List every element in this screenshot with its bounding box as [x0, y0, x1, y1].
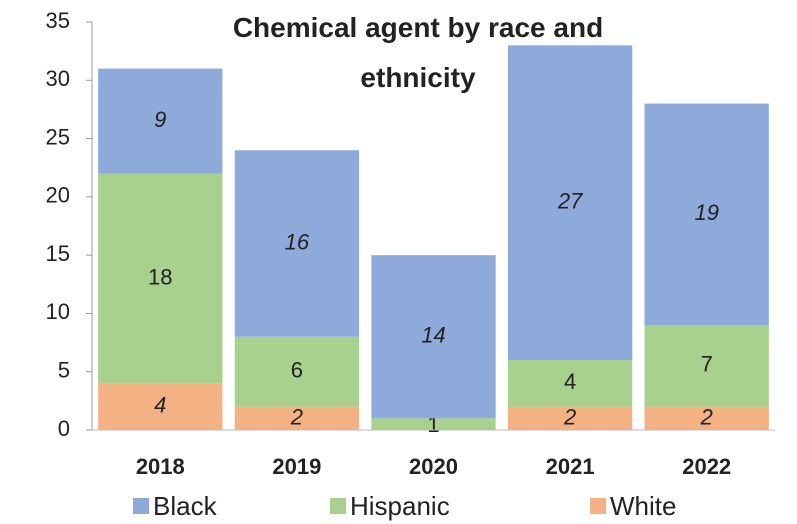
y-tick-label: 35 — [46, 8, 70, 33]
y-tick-label: 5 — [58, 358, 70, 383]
x-tick-label: 2019 — [272, 454, 321, 479]
bar-segment — [234, 406, 360, 430]
bar-segment — [98, 173, 223, 384]
y-tick-label: 25 — [46, 124, 70, 149]
x-tick-label: 2021 — [546, 454, 595, 479]
bar-segment — [507, 45, 633, 361]
data-label: 2 — [700, 404, 713, 429]
y-tick-label: 15 — [46, 241, 70, 266]
bar-segment — [371, 418, 496, 430]
y-tick-label: 0 — [58, 416, 70, 441]
legend-label: Hispanic — [350, 491, 450, 521]
data-label: 14 — [421, 323, 445, 348]
legend-swatch — [133, 498, 149, 514]
y-tick-label: 30 — [46, 66, 70, 91]
data-label: 18 — [148, 264, 172, 289]
data-label: 4 — [154, 392, 166, 417]
legend-label: Black — [153, 491, 218, 521]
bar-segment — [98, 68, 223, 174]
y-tick-label: 20 — [46, 183, 70, 208]
legend-swatch — [590, 498, 606, 514]
legend-label: White — [610, 491, 676, 521]
data-label: 7 — [701, 352, 713, 377]
bar-segment — [644, 325, 769, 407]
bar-segment — [507, 360, 633, 407]
x-tick-label: 2020 — [409, 454, 458, 479]
bar-segment — [507, 406, 633, 430]
data-label: 2 — [290, 404, 303, 429]
x-tick-label: 2022 — [682, 454, 731, 479]
data-label: 6 — [291, 358, 303, 383]
chart-title: Chemical agent by race and ethnicity — [233, 12, 603, 93]
bar-segment — [644, 103, 769, 326]
y-tick-label: 10 — [46, 299, 70, 324]
data-label: 9 — [154, 107, 166, 132]
bar-segment — [644, 406, 769, 430]
bar-segment — [98, 383, 223, 430]
bar-segment — [371, 255, 496, 419]
bar-segment — [234, 150, 360, 337]
x-tick-label: 2018 — [136, 454, 185, 479]
bar-segment — [234, 336, 360, 407]
data-label: 2 — [563, 404, 576, 429]
data-label: 4 — [564, 369, 576, 394]
data-label: 27 — [557, 188, 583, 213]
legend-swatch — [330, 498, 346, 514]
data-label: 19 — [694, 200, 718, 225]
data-label: 16 — [285, 229, 310, 254]
